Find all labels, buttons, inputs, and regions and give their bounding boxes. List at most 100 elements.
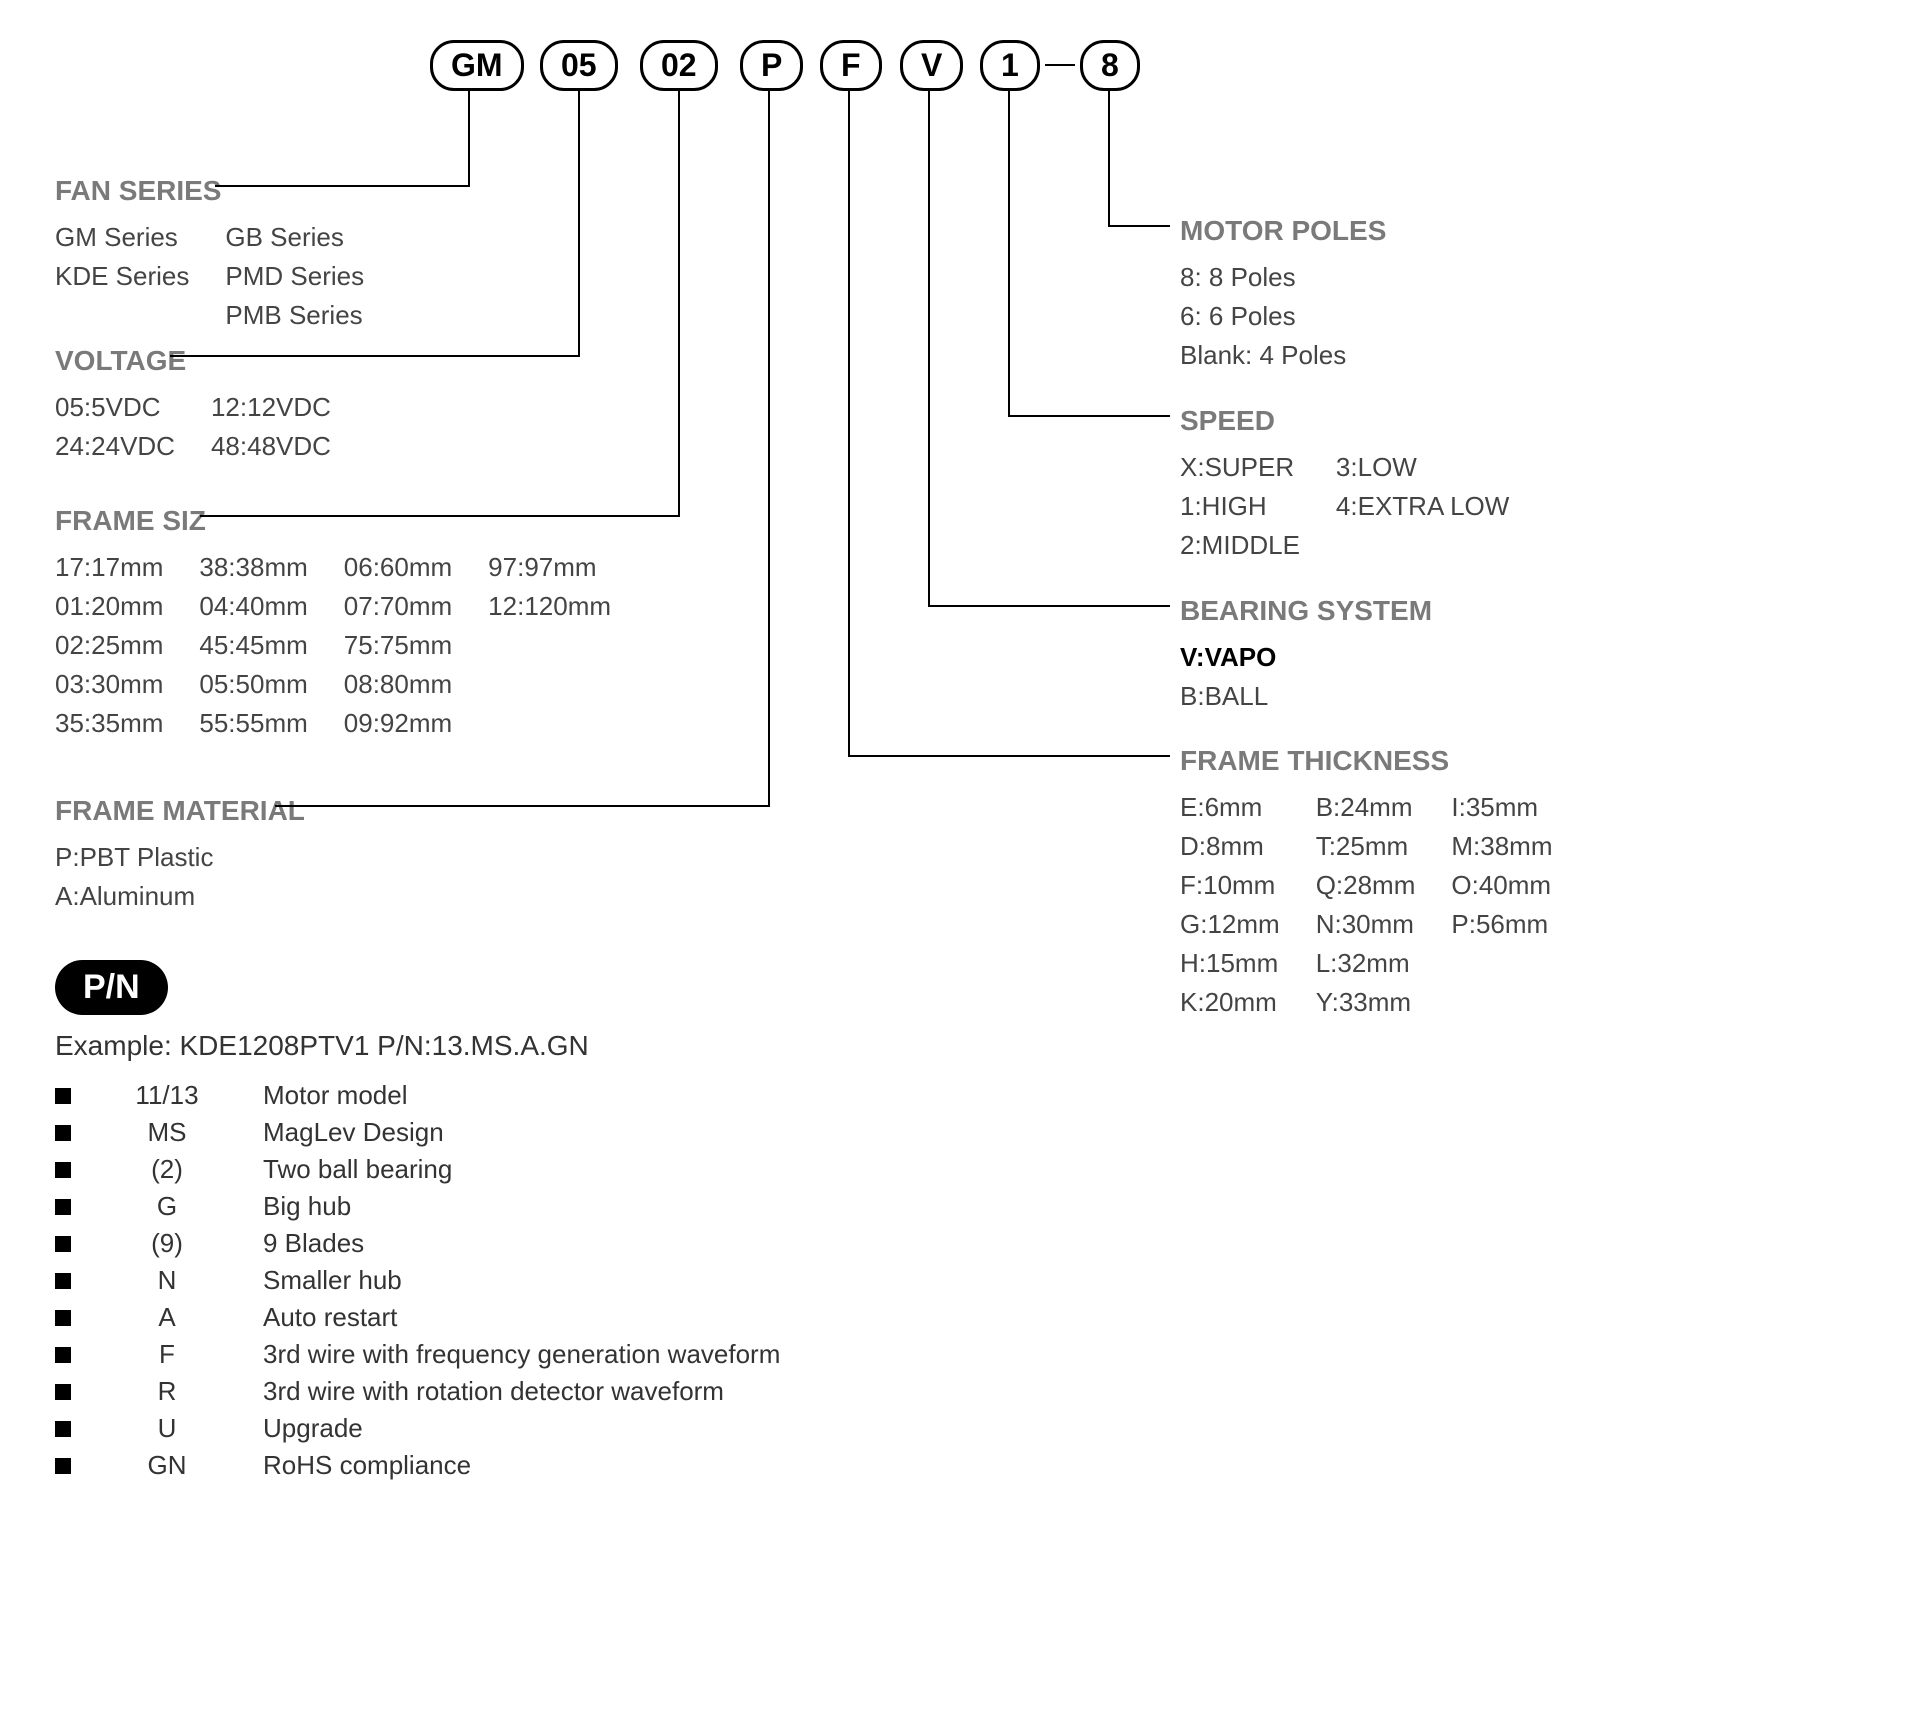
section-title: SPEED bbox=[1180, 400, 1509, 442]
connector-hline bbox=[848, 755, 1170, 757]
code-pill-2: 02 bbox=[640, 40, 718, 91]
section-frame-thickness: FRAME THICKNESS E:6mmD:8mmF:10mmG:12mmH:1… bbox=[1180, 740, 1553, 1022]
connector-hline bbox=[200, 515, 680, 517]
section-value: H:15mm bbox=[1180, 944, 1280, 983]
pn-desc: Two ball bearing bbox=[263, 1154, 452, 1185]
connector-vline bbox=[578, 88, 580, 355]
section-value: 17:17mm bbox=[55, 548, 163, 587]
section-value: L:32mm bbox=[1316, 944, 1416, 983]
section-value: 38:38mm bbox=[199, 548, 307, 587]
connector-vline bbox=[678, 88, 680, 515]
code-pill-1: 05 bbox=[540, 40, 618, 91]
section-title: FRAME THICKNESS bbox=[1180, 740, 1553, 782]
pn-row: F 3rd wire with frequency generation wave… bbox=[55, 1339, 780, 1370]
section-value: 05:5VDC bbox=[55, 388, 175, 427]
section-column: 06:60mm07:70mm75:75mm08:80mm09:92mm bbox=[344, 548, 452, 743]
section-columns: 05:5VDC24:24VDC 12:12VDC48:48VDC bbox=[55, 388, 331, 466]
connector-vline bbox=[468, 88, 470, 185]
pn-desc: Big hub bbox=[263, 1191, 351, 1222]
bullet-square-icon bbox=[55, 1125, 71, 1141]
pn-row: N Smaller hub bbox=[55, 1265, 780, 1296]
section-column: 17:17mm01:20mm02:25mm03:30mm35:35mm bbox=[55, 548, 163, 743]
section-column: I:35mmM:38mmO:40mmP:56mm bbox=[1451, 788, 1552, 1022]
section-value: X:SUPER bbox=[1180, 448, 1300, 487]
section-column: 12:12VDC48:48VDC bbox=[211, 388, 331, 466]
bullet-square-icon bbox=[55, 1384, 71, 1400]
connector-hline bbox=[275, 805, 770, 807]
section-value: 8: 8 Poles bbox=[1180, 258, 1346, 297]
section-value: 48:48VDC bbox=[211, 427, 331, 466]
pn-desc: MagLev Design bbox=[263, 1117, 444, 1148]
bullet-square-icon bbox=[55, 1236, 71, 1252]
section-value: Q:28mm bbox=[1316, 866, 1416, 905]
section-value: 55:55mm bbox=[199, 704, 307, 743]
section-value: 01:20mm bbox=[55, 587, 163, 626]
section-value: 75:75mm bbox=[344, 626, 452, 665]
section-value: PMB Series bbox=[225, 296, 364, 335]
connector-vline bbox=[1108, 88, 1110, 225]
pn-desc: Smaller hub bbox=[263, 1265, 402, 1296]
section-column: E:6mmD:8mmF:10mmG:12mmH:15mmK:20mm bbox=[1180, 788, 1280, 1022]
section-value: GM Series bbox=[55, 218, 189, 257]
section-value: PMD Series bbox=[225, 257, 364, 296]
pn-desc: 3rd wire with rotation detector waveform bbox=[263, 1376, 724, 1407]
section-column: V:VAPOB:BALL bbox=[1180, 638, 1276, 716]
pn-code: N bbox=[107, 1265, 227, 1296]
code-pill-4: F bbox=[820, 40, 882, 91]
pn-row: 11/13Motor model bbox=[55, 1080, 780, 1111]
section-columns: X:SUPER1:HIGH2:MIDDLE3:LOW4:EXTRA LOW bbox=[1180, 448, 1509, 565]
pn-row: (2) Two ball bearing bbox=[55, 1154, 780, 1185]
pn-code: GN bbox=[107, 1450, 227, 1481]
section-value: 04:40mm bbox=[199, 587, 307, 626]
pn-example: Example: KDE1208PTV1 P/N:13.MS.A.GN bbox=[55, 1030, 589, 1062]
section-value: 2:MIDDLE bbox=[1180, 526, 1300, 565]
section-title: FAN SERIES bbox=[55, 170, 364, 212]
section-column: GB SeriesPMD SeriesPMB Series bbox=[225, 218, 364, 335]
section-column: 97:97mm12:120mm bbox=[488, 548, 611, 743]
section-columns: V:VAPOB:BALL bbox=[1180, 638, 1432, 716]
connector-hline bbox=[928, 605, 1170, 607]
connector-vline bbox=[928, 88, 930, 605]
section-value: P:PBT Plastic bbox=[55, 838, 213, 877]
section-value: K:20mm bbox=[1180, 983, 1280, 1022]
pn-desc: 3rd wire with frequency generation wavef… bbox=[263, 1339, 780, 1370]
code-pill-0: GM bbox=[430, 40, 524, 91]
section-value: P:56mm bbox=[1451, 905, 1552, 944]
section-speed: SPEED X:SUPER1:HIGH2:MIDDLE3:LOW4:EXTRA L… bbox=[1180, 400, 1509, 565]
pn-code: (2) bbox=[107, 1154, 227, 1185]
section-value: B:24mm bbox=[1316, 788, 1416, 827]
pn-code: F bbox=[107, 1339, 227, 1370]
section-bearing-system: BEARING SYSTEMV:VAPOB:BALL bbox=[1180, 590, 1432, 716]
bullet-square-icon bbox=[55, 1199, 71, 1215]
pn-code: (9) bbox=[107, 1228, 227, 1259]
section-value: 09:92mm bbox=[344, 704, 452, 743]
section-value: T:25mm bbox=[1316, 827, 1416, 866]
section-value: 06:60mm bbox=[344, 548, 452, 587]
section-columns: P:PBT PlasticA:Aluminum bbox=[55, 838, 305, 916]
section-columns: GM SeriesKDE Series GB SeriesPMD SeriesPM… bbox=[55, 218, 364, 335]
pn-desc: RoHS compliance bbox=[263, 1450, 471, 1481]
section-voltage: VOLTAGE 05:5VDC24:24VDC 12:12VDC48:48VDC bbox=[55, 340, 331, 466]
bullet-square-icon bbox=[55, 1347, 71, 1363]
section-value: 07:70mm bbox=[344, 587, 452, 626]
code-pill-3: P bbox=[740, 40, 803, 91]
section-column: 05:5VDC24:24VDC bbox=[55, 388, 175, 466]
code-pill-5: V bbox=[900, 40, 963, 91]
connector-vline bbox=[768, 88, 770, 805]
section-frame-siz: FRAME SIZ 17:17mm01:20mm02:25mm03:30mm35:… bbox=[55, 500, 611, 743]
section-column: 38:38mm04:40mm45:45mm05:50mm55:55mm bbox=[199, 548, 307, 743]
section-value: I:35mm bbox=[1451, 788, 1552, 827]
section-title: FRAME SIZ bbox=[55, 500, 611, 542]
bullet-square-icon bbox=[55, 1421, 71, 1437]
section-title: VOLTAGE bbox=[55, 340, 331, 382]
section-column: GM SeriesKDE Series bbox=[55, 218, 189, 335]
connector-hline bbox=[1108, 225, 1170, 227]
code-pill-6: 1 bbox=[980, 40, 1040, 91]
pn-row: MSMagLev Design bbox=[55, 1117, 780, 1148]
section-value: 08:80mm bbox=[344, 665, 452, 704]
section-value: 35:35mm bbox=[55, 704, 163, 743]
section-title: MOTOR POLES bbox=[1180, 210, 1386, 252]
section-value: 45:45mm bbox=[199, 626, 307, 665]
pill-connector-dash bbox=[1045, 64, 1075, 66]
section-value: 24:24VDC bbox=[55, 427, 175, 466]
